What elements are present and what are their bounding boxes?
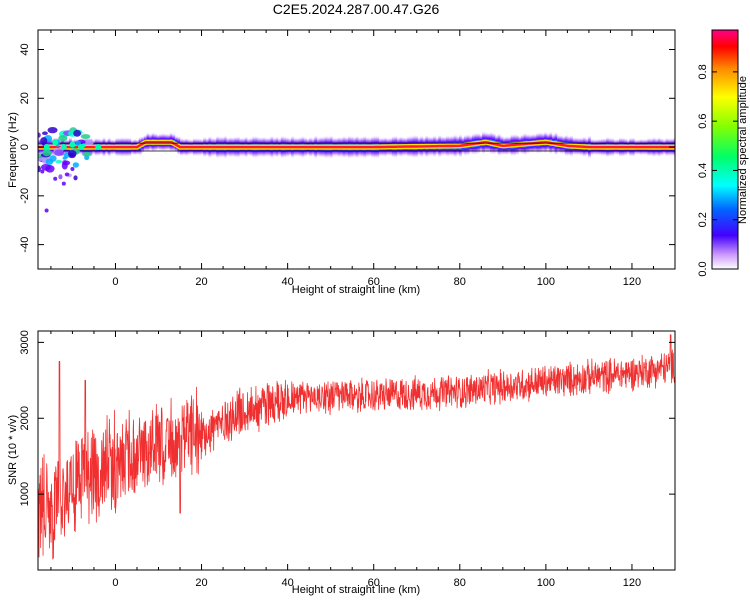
spectrogram-noise-blob bbox=[40, 163, 51, 171]
spectrogram-y-tick-label: 20 bbox=[19, 92, 31, 104]
spectrogram-noise-blob bbox=[38, 157, 44, 162]
spectrogram-x-tick-label: 40 bbox=[282, 276, 294, 288]
snr-y-axis: 1000 2000 3000 bbox=[19, 330, 675, 506]
snr-x-tick-label: 120 bbox=[623, 577, 641, 589]
snr-x-tick-label: 40 bbox=[282, 577, 294, 589]
spectrogram-noise-blob bbox=[70, 167, 75, 172]
spectrogram-noise-blob bbox=[53, 176, 58, 181]
spectrogram-noise-blob bbox=[84, 140, 94, 146]
colorbar-tick-label: 0.4 bbox=[697, 163, 709, 178]
colorbar-label: Normalized spectral amplitude bbox=[737, 76, 749, 224]
spectrogram-noise-blob bbox=[38, 132, 41, 138]
spectrogram-y-axis: -40 -20 0 20 40 bbox=[19, 43, 675, 253]
spectrogram-noise-blob bbox=[62, 160, 71, 166]
spectrogram-noise-blob bbox=[58, 135, 68, 142]
colorbar-axis: 0.0 0.2 0.4 0.6 0.8 bbox=[697, 64, 738, 277]
snr-frame bbox=[37, 330, 676, 571]
spectrogram-noise-blob bbox=[38, 165, 41, 173]
spectrogram-noise-blob bbox=[72, 162, 79, 168]
spectrogram-y-tick-label: -20 bbox=[19, 188, 31, 204]
snr-series bbox=[38, 334, 675, 560]
spectrogram-noise-blob bbox=[67, 150, 77, 158]
spectrogram-noise-blob bbox=[58, 174, 63, 180]
spectrogram-y-tick-label: -40 bbox=[19, 237, 31, 253]
snr-x-tick-label: 20 bbox=[195, 577, 207, 589]
snr-x-label: Height of straight line (km) bbox=[292, 584, 420, 596]
spectrogram-x-tick-label: 20 bbox=[195, 276, 207, 288]
spectrogram-noise-blob bbox=[41, 131, 48, 136]
spectrogram-panel: 0 20 40 60 80 100 120 -40 -20 0 20 40 Height of st… bbox=[7, 29, 676, 296]
snr-x-tick-label: 100 bbox=[537, 577, 555, 589]
spectrogram-noise-blob bbox=[64, 172, 70, 177]
spectrogram-noise-blob bbox=[73, 129, 82, 137]
spectrogram-y-label: Frequency (Hz) bbox=[7, 112, 19, 188]
colorbar: 0.0 0.2 0.4 0.6 0.8 Normalized spectral ampl… bbox=[697, 29, 749, 277]
spectrogram-x-tick-label: 80 bbox=[454, 276, 466, 288]
snr-x-axis: 0 20 40 60 80 100 120 bbox=[50, 331, 676, 589]
spectrogram-noise-blob bbox=[59, 151, 64, 156]
snr-y-tick-label: 2000 bbox=[19, 406, 31, 430]
spectrogram-heatmap bbox=[38, 126, 675, 213]
colorbar-frame bbox=[711, 29, 739, 270]
spectrogram-noise-blob bbox=[47, 126, 58, 134]
spectrogram-noise-blob bbox=[44, 208, 49, 213]
spectrogram-noise-blob bbox=[82, 151, 92, 157]
spectrogram-x-tick-label: 60 bbox=[368, 276, 380, 288]
spectrogram-noise-blob bbox=[61, 181, 66, 186]
snr-x-tick-label: 60 bbox=[368, 577, 380, 589]
spectrogram-x-tick-label: 120 bbox=[623, 276, 641, 288]
spectrogram-hot-spot bbox=[69, 141, 76, 148]
spectrogram-x-tick-label: 100 bbox=[537, 276, 555, 288]
snr-line bbox=[38, 334, 675, 560]
spectrogram-hot-spot bbox=[43, 144, 50, 151]
spectrogram-noise-blob bbox=[45, 158, 54, 165]
colorbar-gradient bbox=[712, 30, 738, 269]
spectrogram-hot-spot bbox=[78, 144, 85, 151]
spectrogram-x-label: Height of straight line (km) bbox=[292, 284, 420, 296]
snr-x-tick-label: 80 bbox=[454, 577, 466, 589]
snr-x-tick-label: 0 bbox=[112, 577, 118, 589]
spectrogram-noise-blob bbox=[40, 169, 45, 174]
snr-y-label: SNR (10 * v/v) bbox=[7, 415, 19, 485]
colorbar-tick-label: 0.0 bbox=[697, 261, 709, 276]
spectrogram-noise-blob bbox=[55, 159, 63, 164]
spectrogram-hot-spot bbox=[95, 144, 102, 151]
spectrogram-x-tick-label: 0 bbox=[112, 276, 118, 288]
colorbar-tick-label: 0.6 bbox=[697, 114, 709, 129]
figure-title: C2E5.2024.287.00.47.G26 bbox=[273, 1, 440, 17]
snr-y-tick-label: 3000 bbox=[19, 330, 31, 354]
spectrogram-noise-blob bbox=[40, 137, 48, 145]
spectrogram-noise-blob bbox=[73, 175, 78, 181]
spectrogram-x-axis: 0 20 40 60 80 100 120 bbox=[50, 30, 676, 288]
snr-panel: 0 20 40 60 80 100 120 1000 2000 3000 Height of s… bbox=[7, 330, 676, 596]
spectrogram-y-tick-label: 0 bbox=[19, 144, 31, 150]
spectrogram-hot-spot bbox=[52, 139, 59, 146]
colorbar-tick-label: 0.8 bbox=[697, 64, 709, 79]
spectrogram-y-tick-label: 40 bbox=[19, 43, 31, 55]
spectrogram-hot-spot bbox=[60, 144, 67, 151]
snr-y-tick-label: 1000 bbox=[19, 482, 31, 506]
spectrogram-noise-blob bbox=[42, 148, 51, 157]
spectrogram-frame bbox=[37, 29, 676, 270]
spectrogram-noise-blob bbox=[80, 134, 91, 139]
colorbar-tick-label: 0.2 bbox=[697, 212, 709, 227]
